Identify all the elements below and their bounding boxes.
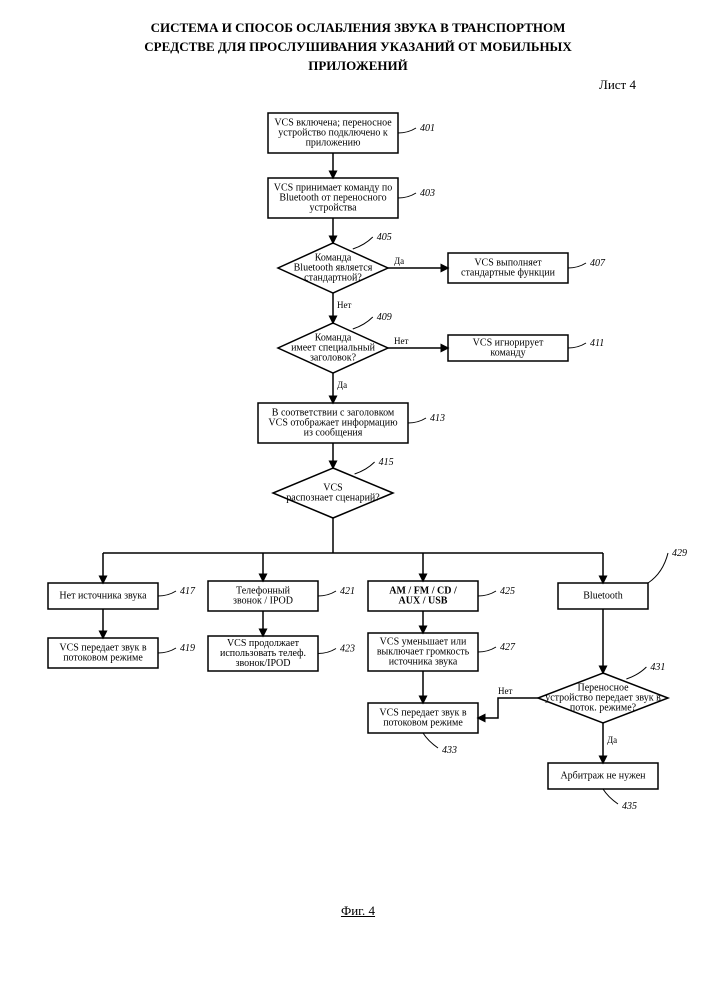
flownode-n421: Телефонныйзвонок / IPOD421	[208, 581, 355, 611]
svg-text:433: 433	[442, 745, 457, 756]
svg-text:417: 417	[180, 586, 196, 597]
flownode-n413: В соответствии с заголовкомVCS отображае…	[258, 403, 445, 443]
svg-text:425: 425	[500, 586, 515, 597]
flownode-n403: VCS принимает команду поBluetooth от пер…	[268, 178, 435, 218]
flownode-n417: Нет источника звука 417	[48, 583, 196, 609]
svg-text:из сообщения: из сообщения	[304, 427, 363, 438]
flownode-n423: VCS продолжаетиспользовать телеф.звонок/…	[208, 636, 355, 671]
svg-text:приложению: приложению	[306, 137, 361, 148]
svg-text:Нет: Нет	[394, 336, 408, 346]
flownode-n405: КомандаBluetooth являетсястандартной?405	[278, 232, 392, 293]
svg-text:источника звука: источника звука	[389, 656, 458, 667]
svg-text:401: 401	[420, 123, 435, 134]
flownode-n429: Bluetooth 429	[558, 548, 687, 609]
svg-text:423: 423	[340, 643, 355, 654]
svg-text:стандартной?: стандартной?	[304, 272, 362, 283]
svg-text:Да: Да	[337, 380, 347, 390]
sheet-label: Лист 4	[20, 77, 696, 93]
flowchart-canvas: VCS включена; переносноеустройство подкл…	[28, 103, 688, 893]
svg-text:411: 411	[590, 338, 604, 349]
svg-text:407: 407	[590, 258, 606, 269]
svg-text:405: 405	[377, 232, 392, 243]
svg-text:Нет источника звука: Нет источника звука	[59, 590, 147, 601]
svg-text:стандартные функции: стандартные функции	[461, 267, 556, 278]
svg-text:заголовок?: заголовок?	[310, 352, 357, 363]
svg-text:Да: Да	[607, 735, 617, 745]
svg-text:распознает сценарий?: распознает сценарий?	[286, 492, 380, 503]
svg-text:421: 421	[340, 586, 355, 597]
svg-text:429: 429	[672, 548, 687, 559]
svg-text:413: 413	[430, 413, 445, 424]
flownode-n401: VCS включена; переносноеустройство подкл…	[268, 113, 435, 153]
svg-text:Нет: Нет	[498, 686, 512, 696]
svg-text:команду: команду	[490, 347, 525, 358]
svg-text:419: 419	[180, 643, 195, 654]
flownode-n409: Командаимеет специальныйзаголовок?409	[278, 312, 392, 373]
svg-text:415: 415	[379, 457, 394, 468]
svg-text:Арбитраж не нужен: Арбитраж не нужен	[560, 770, 646, 781]
svg-text:Bluetooth: Bluetooth	[583, 590, 622, 601]
doc-title-line3: ПРИЛОЖЕНИЙ	[20, 58, 696, 75]
figure-caption: Фиг. 4	[20, 903, 696, 919]
doc-title-line2: СРЕДСТВЕ ДЛЯ ПРОСЛУШИВАНИЯ УКАЗАНИЙ ОТ М…	[20, 39, 696, 56]
svg-text:403: 403	[420, 188, 435, 199]
doc-title-line1: СИСТЕМА И СПОСОБ ОСЛАБЛЕНИЯ ЗВУКА В ТРАН…	[20, 20, 696, 37]
flownode-n427: VCS уменьшает иливыключает громкостьисто…	[368, 633, 516, 671]
svg-text:звонок / IPOD: звонок / IPOD	[233, 595, 293, 606]
svg-text:потоковом режиме: потоковом режиме	[383, 717, 463, 728]
svg-text:Нет: Нет	[337, 300, 351, 310]
flownode-n435: Арбитраж не нужен 435	[548, 763, 658, 812]
svg-text:435: 435	[622, 801, 637, 812]
svg-text:AUX / USB: AUX / USB	[399, 595, 448, 606]
svg-text:звонок/IPOD: звонок/IPOD	[236, 657, 291, 668]
flownode-n433: VCS передает звук впотоковом режиме433	[368, 703, 478, 756]
svg-text:409: 409	[377, 312, 392, 323]
svg-text:устройства: устройства	[309, 202, 357, 213]
svg-text:Да: Да	[394, 256, 404, 266]
svg-text:поток. режиме?: поток. режиме?	[570, 702, 637, 713]
flownode-n425: AM / FM / CD /AUX / USB425	[368, 581, 515, 611]
flownode-n419: VCS передает звук впотоковом режиме419	[48, 638, 195, 668]
svg-text:431: 431	[650, 662, 665, 673]
flownode-n411: VCS игнорируеткоманду411	[448, 335, 604, 361]
svg-text:потоковом режиме: потоковом режиме	[63, 652, 143, 663]
flownode-n407: VCS выполняетстандартные функции407	[448, 253, 606, 283]
svg-text:427: 427	[500, 642, 516, 653]
